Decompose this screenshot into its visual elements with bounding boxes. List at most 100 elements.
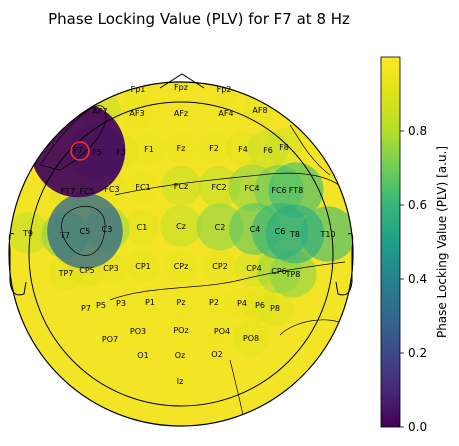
field-blob-p2 [198, 286, 230, 318]
field-blob-fcz [160, 165, 202, 207]
field-blob-t8 [265, 204, 325, 264]
electrode-label-ft7: FT7 [61, 187, 75, 196]
electrode-label-p3: P3 [116, 299, 126, 308]
field-blob-f1 [132, 132, 166, 166]
colorbar-tick-label: 0.4 [408, 272, 427, 286]
electrode-label-t10: T10 [319, 230, 335, 239]
field-blob-t9 [9, 212, 49, 254]
field-blob-po7 [95, 324, 125, 354]
electrode-label-po4: PO4 [214, 327, 230, 336]
electrode-label-cp5: CP5 [79, 266, 95, 275]
electrode-label-cz: Cz [176, 222, 186, 231]
electrode-label-po8: PO8 [243, 334, 259, 343]
electrode-label-f1: F1 [144, 145, 154, 154]
electrode-label-f5: F5 [92, 148, 102, 157]
field-blobs [9, 82, 353, 396]
electrode-label-af4: AF4 [218, 109, 233, 118]
contour-line [61, 206, 106, 256]
electrode-label-f8: F8 [279, 143, 289, 152]
electrode-label-t7: T7 [59, 231, 70, 240]
head-outline [8, 73, 354, 427]
electrode-label-c6: C6 [275, 227, 286, 236]
electrode-label-p1: P1 [145, 298, 155, 307]
electrode-label-fcz: FCz [174, 182, 188, 191]
colorbar-tick-label: 0.0 [408, 420, 427, 434]
electrode-label-f7: F7 [73, 146, 83, 155]
electrode-label-f3: F3 [116, 148, 126, 157]
electrode-label-cp6: CP6 [271, 267, 287, 276]
colorbar-gradient [380, 56, 401, 428]
electrode-label-fz: Fz [177, 144, 186, 153]
electrode-label-cp2: CP2 [212, 262, 228, 271]
electrode-label-cpz: CPz [174, 262, 189, 271]
field-blob-poz [165, 314, 197, 346]
electrode-label-fp1: Fp1 [131, 85, 146, 94]
electrode-label-afz: AFz [174, 109, 188, 118]
electrode-label-c4: C4 [250, 225, 261, 234]
field-blob-c1 [124, 209, 160, 245]
left-ear [8, 233, 27, 296]
electrode-label-fc4: FC4 [244, 184, 259, 193]
field-blob-p5 [85, 289, 117, 321]
electrode-label-p6: P6 [255, 301, 265, 310]
electrode-label-c2: C2 [215, 223, 226, 232]
field-blob-af3 [120, 96, 154, 130]
colorbar: 0.0 0.2 0.4 0.6 0.8 Phase Locking Value (PLV… [380, 56, 449, 434]
field-blob-afz [165, 97, 197, 129]
electrode-label-cp4: CP4 [246, 264, 262, 273]
colorbar-ticks: 0.0 0.2 0.4 0.6 0.8 [400, 124, 427, 434]
electrode-label-af8: AF8 [252, 106, 267, 115]
field-blob-p8 [256, 289, 294, 327]
field-blob-cz [160, 205, 202, 247]
electrode-label-o1: O1 [137, 351, 148, 360]
head-circle [8, 81, 354, 427]
field-blob-fc1 [126, 170, 160, 204]
electrode-label-o2: O2 [211, 350, 222, 359]
field-blob-tp8 [269, 250, 317, 298]
electrode-label-po7: PO7 [102, 335, 118, 344]
seed-marker [70, 141, 90, 161]
colorbar-tick-label: 0.2 [408, 346, 427, 360]
right-ear [335, 233, 354, 296]
electrode-label-oz: Oz [175, 351, 186, 360]
field-blob-f2 [197, 131, 231, 165]
chart-title: Phase Locking Value (PLV) for F7 at 8 Hz [48, 10, 350, 28]
electrode-label-af7: AF7 [92, 107, 107, 116]
electrode-label-fpz: Fpz [174, 83, 188, 92]
contour-line [114, 172, 346, 196]
electrode-label-fc2: FC2 [211, 183, 226, 192]
electrode-label-p5: P5 [96, 301, 106, 310]
electrode-label-poz: POz [173, 326, 188, 335]
colorbar-label: Phase Locking Value (PLV) [a.u.] [435, 146, 449, 338]
contour-line [39, 105, 107, 171]
field-blob-p1 [134, 286, 166, 318]
field-blob-po8 [233, 320, 269, 356]
electrode-label-t8: T8 [289, 230, 300, 239]
field-blob-fp2 [208, 82, 240, 105]
electrode-label-f4: F4 [238, 145, 248, 154]
electrode-label-pz: Pz [176, 298, 185, 307]
contour-line [109, 261, 346, 301]
electrode-label-fc6: FC6 [271, 186, 286, 195]
field-blob-po4 [206, 315, 238, 347]
field-blob-cpz [164, 249, 198, 283]
electrode-label-fp2: Fp2 [217, 85, 232, 94]
field-blob-cp1 [126, 249, 160, 283]
electrode-label-cp1: CP1 [135, 262, 151, 271]
field-blob-fc2 [198, 166, 240, 208]
plv-field [9, 82, 353, 426]
field-blob-fz [165, 132, 197, 164]
nose [159, 73, 205, 89]
field-blob-o1 [128, 340, 158, 370]
electrode-label-tp8: TP8 [285, 270, 301, 279]
field-blob-o2 [201, 338, 233, 370]
electrode-label-p4: P4 [237, 299, 247, 308]
field-blob-oz [165, 340, 195, 370]
electrode-label-po3: PO3 [130, 327, 146, 336]
field-blob-f4 [225, 131, 261, 167]
field-blob-iz [165, 366, 195, 396]
field-blob-pz [165, 286, 197, 318]
electrode-label-f6: F6 [263, 146, 273, 155]
field-blob-cp2 [203, 249, 237, 283]
electrode-label-ft8: FT8 [289, 186, 303, 195]
